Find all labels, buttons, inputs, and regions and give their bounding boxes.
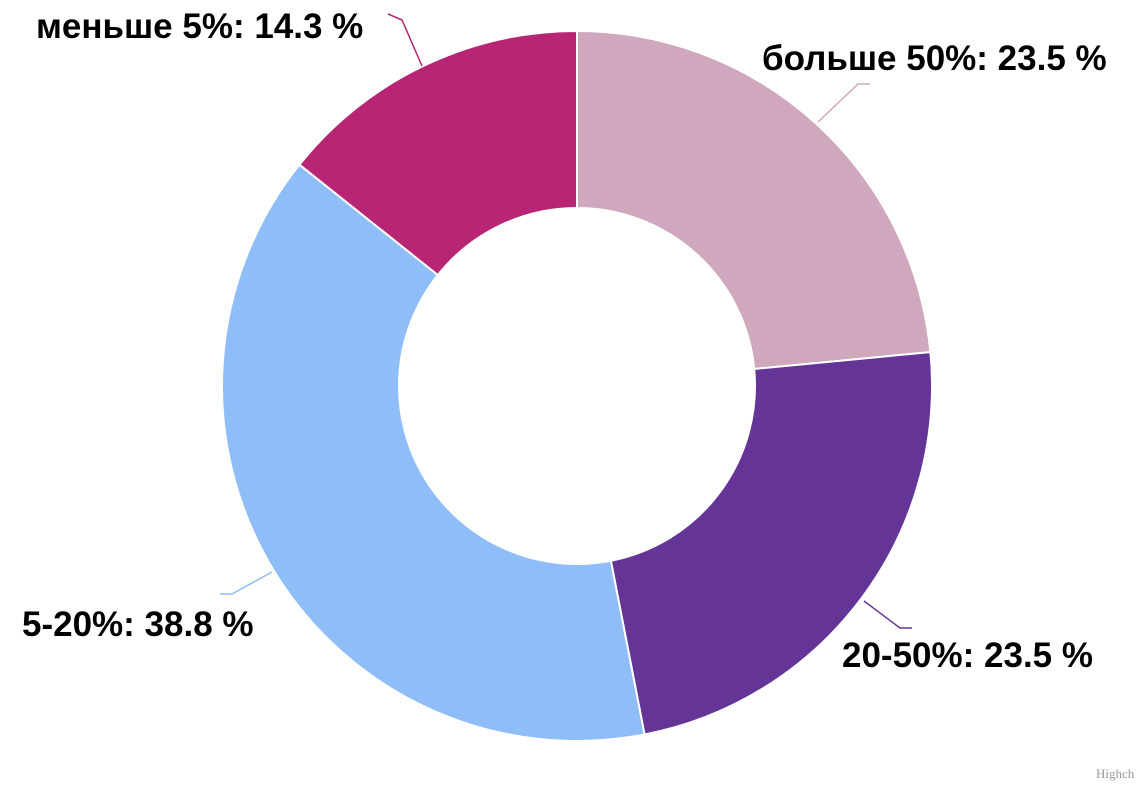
slice-1[interactable]	[576, 29, 932, 371]
slice-label-3: 5-20%: 38.8 %	[22, 605, 254, 644]
connector-1	[817, 83, 870, 123]
slice-label-4: меньше 5%: 14.3 %	[36, 7, 363, 46]
label-connectors	[220, 13, 912, 629]
slice-labels: больше 50%: 23.5 % 20-50%: 23.5 % 5-20%: 3…	[22, 7, 1107, 675]
donut-slices	[221, 29, 933, 742]
connector-3	[220, 571, 273, 595]
slice-label-2: 20-50%: 23.5 %	[842, 636, 1093, 675]
slice-4[interactable]	[298, 29, 578, 277]
slice-3[interactable]	[221, 163, 646, 742]
credits-text[interactable]: Highch	[1096, 766, 1135, 781]
slice-label-1: больше 50%: 23.5 %	[762, 39, 1107, 78]
connector-4	[387, 13, 423, 67]
slice-2[interactable]	[609, 350, 933, 736]
connector-2	[863, 600, 912, 629]
